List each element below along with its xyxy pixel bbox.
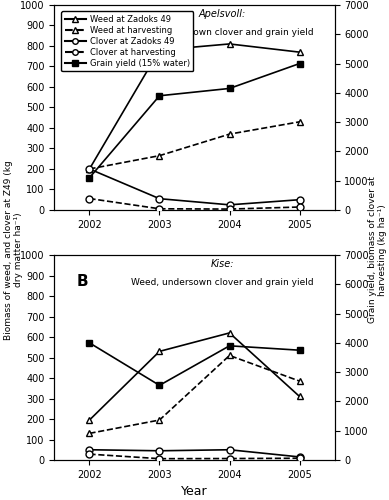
Text: Apelsvoll:: Apelsvoll:: [199, 9, 246, 19]
X-axis label: Year: Year: [181, 486, 208, 498]
Text: Biomass of weed, and clover at Z49 (kg
dry matter ha⁻¹): Biomass of weed, and clover at Z49 (kg d…: [4, 160, 23, 340]
Text: B: B: [77, 274, 88, 289]
Text: Weed, undersown clover and grain yield: Weed, undersown clover and grain yield: [131, 28, 314, 36]
Text: A: A: [77, 24, 89, 38]
Text: Weed, undersown clover and grain yield: Weed, undersown clover and grain yield: [131, 278, 314, 286]
Text: Kise:: Kise:: [211, 259, 234, 269]
Legend: Weed at Zadoks 49, Weed at harvesting, Clover at Zadoks 49, Clover at harvesting: Weed at Zadoks 49, Weed at harvesting, C…: [61, 11, 193, 71]
Text: Grain yield, biomass of clover at
harvesting (kg ha⁻¹): Grain yield, biomass of clover at harves…: [368, 176, 387, 324]
